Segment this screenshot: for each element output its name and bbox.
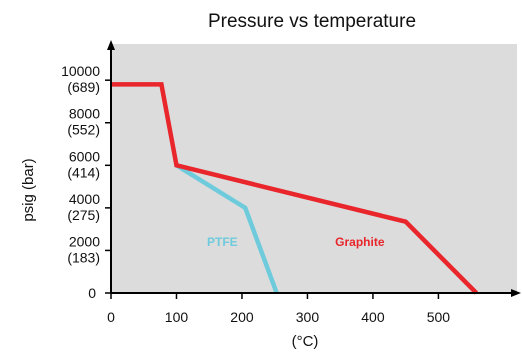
y-tick-sublabel: (689) — [67, 79, 100, 95]
y-tick-label: 10000 — [61, 63, 100, 79]
x-tick-label: 100 — [165, 309, 189, 325]
y-tick-label: 2000 — [69, 233, 100, 249]
series-line-graphite — [111, 82, 478, 295]
y-axis-label: psig (bar) — [20, 158, 37, 221]
series-line-ptfe — [175, 163, 279, 294]
x-tick-label: 300 — [296, 309, 320, 325]
y-axis-arrow — [107, 40, 115, 50]
y-tick-label: 6000 — [69, 148, 100, 164]
x-axis-arrow — [511, 289, 521, 297]
y-tick-sublabel: (183) — [67, 249, 100, 265]
series-label-ptfe: PTFE — [207, 235, 238, 249]
x-tick-label: 200 — [230, 309, 254, 325]
y-tick-label: 4000 — [69, 191, 100, 207]
x-tick-label: 400 — [361, 309, 385, 325]
plot-area — [111, 44, 517, 293]
x-tick-group: 0 100 200 300 400 500 — [107, 293, 450, 325]
y-tick-sublabel: (552) — [67, 122, 100, 138]
chart-title: Pressure vs temperature — [208, 11, 416, 32]
x-tick-label: 500 — [427, 309, 451, 325]
y-tick-label: 8000 — [69, 106, 100, 122]
x-tick-label: 0 — [107, 309, 115, 325]
y-tick-label: 0 — [88, 285, 96, 301]
series-label-group: PTFE Graphite — [207, 235, 385, 249]
y-tick-sublabel: (275) — [67, 207, 100, 223]
y-tick-sublabel: (414) — [67, 164, 100, 180]
series-label-graphite: Graphite — [335, 235, 385, 249]
x-axis-label: (°C) — [292, 333, 319, 350]
y-tick-group: 0 2000(183) 4000(275) 6000(414) 8000(552) 100… — [61, 63, 111, 301]
series-layer — [111, 82, 478, 295]
